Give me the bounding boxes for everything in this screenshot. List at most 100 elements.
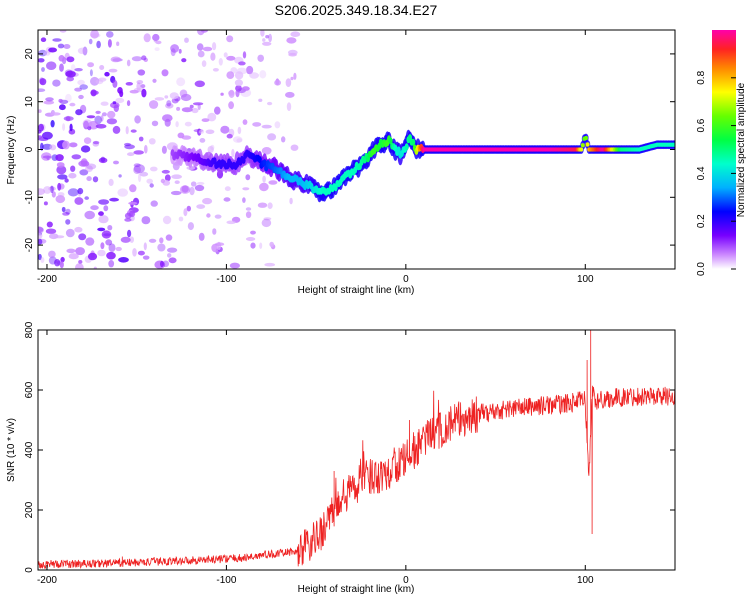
noise-blob [226, 71, 235, 79]
noise-blob [212, 68, 219, 72]
noise-blob [90, 90, 99, 96]
noise-blob [210, 52, 216, 61]
colorbar-label: Normalized spectral amplitude [736, 82, 747, 217]
figure-title: S206.2025.349.18.34.E27 [275, 2, 438, 18]
noise-blob [143, 242, 147, 251]
noise-blob [106, 118, 118, 125]
noise-blob [141, 55, 147, 61]
noise-blob [241, 86, 250, 91]
noise-blob [59, 261, 64, 269]
noise-blob [162, 114, 173, 122]
noise-blob [207, 146, 214, 153]
noise-blob [246, 65, 254, 75]
noise-blob [56, 162, 65, 168]
noise-blob [201, 118, 210, 122]
snr-panel: -200 -100 0 100 0 200 400 600 800 Height of str… [6, 321, 676, 595]
noise-blob [149, 183, 154, 188]
noise-blob [43, 186, 52, 194]
noise-blob [78, 160, 90, 167]
noise-blob [259, 70, 267, 79]
noise-blob [197, 50, 205, 58]
noise-blob [41, 152, 52, 161]
noise-blob [112, 79, 118, 88]
noise-blob [180, 185, 189, 193]
noise-blob [96, 40, 101, 49]
ridge-cell [257, 156, 262, 164]
noise-blob [223, 197, 231, 202]
noise-blob [229, 262, 240, 269]
noise-blob [137, 250, 145, 256]
noise-blob [67, 188, 79, 197]
noise-blob [160, 260, 164, 268]
noise-blob [238, 61, 246, 66]
noise-blob [126, 100, 131, 107]
noise-blob [106, 31, 114, 38]
noise-blob [69, 142, 78, 148]
spectrogram-y-ticks: -20 -10 0 10 20 [24, 48, 675, 252]
noise-blob [62, 123, 66, 131]
noise-blob [267, 202, 273, 209]
noise-blob [236, 138, 243, 143]
noise-blob [220, 92, 224, 96]
colorbar-gradient [712, 30, 736, 269]
noise-blob [65, 219, 71, 225]
noise-blob [98, 199, 110, 205]
noise-blob [65, 228, 75, 238]
noise-blob [274, 121, 281, 129]
noise-blob [212, 42, 217, 51]
noise-blob [290, 31, 301, 37]
noise-blob [108, 178, 114, 186]
noise-blob [86, 163, 97, 170]
noise-blob [161, 145, 167, 154]
noise-blob [164, 95, 169, 99]
noise-blob [48, 250, 56, 258]
noise-blob [237, 126, 242, 135]
noise-blob [108, 243, 116, 252]
ridge-cell [672, 142, 675, 147]
snr-x-tick-label: -200 [37, 575, 57, 586]
noise-blob [183, 208, 188, 217]
noise-blob [71, 154, 82, 160]
noise-blob [66, 248, 76, 254]
snr-y-tick-label: 800 [24, 321, 35, 338]
noise-blob [129, 184, 137, 193]
noise-blob [116, 41, 120, 47]
noise-blob [159, 237, 164, 244]
noise-blob [151, 120, 159, 127]
snr-x-label: Height of straight line (km) [298, 584, 415, 595]
noise-blob [166, 100, 172, 107]
noise-blob [124, 218, 132, 222]
noise-blob [69, 102, 76, 107]
noise-blob [38, 123, 44, 132]
noise-blob [62, 140, 70, 150]
noise-blob [290, 144, 299, 151]
noise-blob [186, 205, 191, 212]
noise-blob [93, 266, 97, 269]
noise-blob [48, 47, 57, 53]
noise-blob [87, 125, 92, 131]
noise-blob [65, 208, 71, 215]
noise-blob [86, 115, 96, 119]
noise-blob [97, 227, 106, 232]
snr-x-tick-label: -100 [216, 575, 236, 586]
noise-blob [108, 260, 115, 268]
noise-blob [100, 242, 105, 250]
noise-blob [262, 38, 266, 42]
noise-blob [288, 52, 297, 57]
noise-blob [201, 60, 207, 67]
noise-blob [207, 112, 217, 122]
spectrogram-x-tick-label: -200 [37, 274, 57, 285]
noise-blob [137, 69, 146, 76]
spectrogram-x-label: Height of straight line (km) [298, 285, 415, 296]
noise-blob [107, 110, 116, 119]
noise-blob [252, 122, 262, 127]
noise-blob [167, 247, 178, 253]
noise-blob [143, 33, 151, 43]
noise-blob [161, 169, 170, 174]
snr-y-tick-label: 200 [24, 501, 35, 518]
noise-blob [100, 156, 106, 163]
noise-blob [74, 197, 84, 205]
noise-blob [59, 104, 66, 111]
noise-blob [205, 129, 215, 135]
noise-blob [257, 202, 268, 208]
